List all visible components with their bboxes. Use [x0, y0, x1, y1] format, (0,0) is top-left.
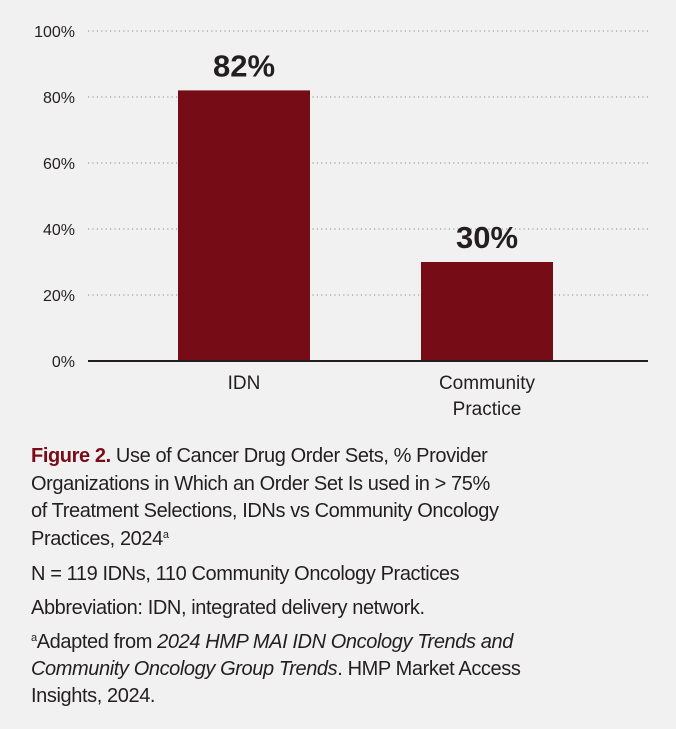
footnote-prefix: Adapted from — [36, 631, 158, 653]
figure-label: Figure 2. — [31, 445, 111, 467]
y-tick-label: 0% — [52, 354, 75, 371]
sample-size-note: N = 119 IDNs, 110 Community Oncology Pra… — [31, 563, 460, 585]
footnote-marker: a — [31, 632, 37, 644]
superscript-marker: a — [162, 528, 169, 541]
footnote-year: Insights, 2024. — [31, 685, 156, 707]
y-tick-label: 80% — [43, 90, 75, 107]
y-tick-label: 20% — [43, 288, 75, 305]
caption-title-line: Practices, 2024 — [31, 527, 163, 550]
source-title: 2024 HMP MAI IDN Oncology Trends and — [157, 631, 513, 653]
bar — [421, 262, 553, 361]
source-footnote: aAdapted from 2024 HMP MAI IDN Oncology … — [31, 629, 521, 710]
bar-chart: 0% 20% 40% 60% 80% 100% 82% IDN 30% Community Prac… — [34, 24, 648, 420]
y-tick-label: 60% — [43, 156, 75, 173]
bar — [178, 90, 310, 362]
caption-title-line: of Treatment Selections, IDNs vs Communi… — [31, 500, 499, 522]
caption-title-line: Use of Cancer Drug Order Sets, % Provide… — [115, 445, 488, 467]
x-tick-label: IDN — [228, 373, 261, 394]
caption-title-line: Organizations in Which an Order Set Is u… — [31, 472, 490, 495]
figure-caption: Figure 2. Use of Cancer Drug Order Sets,… — [31, 443, 661, 553]
footnote-publisher: . HMP Market Access — [337, 658, 521, 680]
x-tick-label: Community — [439, 373, 536, 394]
data-label: 82% — [213, 48, 275, 83]
source-title: Community Oncology Group Trends — [31, 658, 338, 680]
x-tick-label: Practice — [453, 399, 522, 420]
data-label: 30% — [456, 220, 518, 255]
y-tick-label: 40% — [43, 222, 75, 239]
abbreviation-note: Abbreviation: IDN, integrated delivery n… — [31, 597, 425, 619]
y-tick-label: 100% — [34, 24, 75, 41]
